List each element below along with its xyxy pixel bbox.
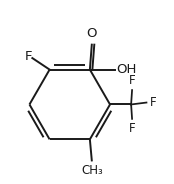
Text: F: F — [129, 122, 135, 135]
Text: F: F — [150, 96, 157, 109]
Text: F: F — [25, 50, 32, 63]
Text: OH: OH — [116, 63, 136, 76]
Text: F: F — [129, 74, 135, 87]
Text: O: O — [86, 27, 96, 40]
Text: CH₃: CH₃ — [81, 164, 103, 177]
